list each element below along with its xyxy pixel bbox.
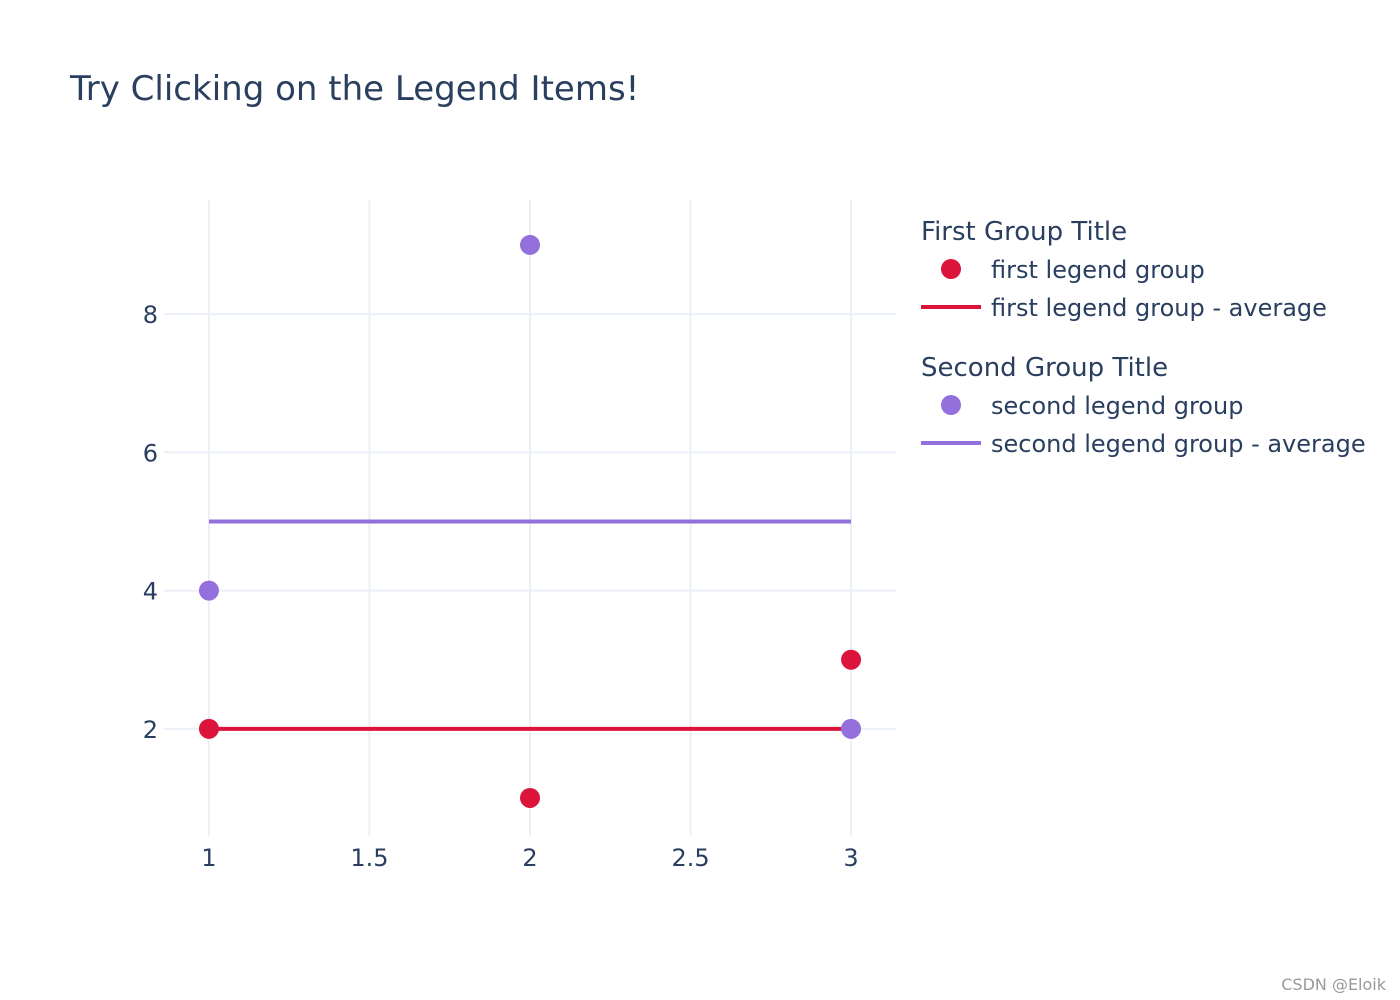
legend-item-label: first legend group - average: [991, 294, 1327, 322]
legend-group-title: First Group Title: [921, 217, 1127, 247]
y-axis-ticks: 2 4 6 8: [143, 301, 158, 744]
x-tick-label: 1.5: [350, 844, 388, 872]
x-tick-label: 2.5: [671, 844, 709, 872]
legend-item[interactable]: second legend group: [941, 392, 1243, 420]
y-tick-label: 8: [143, 301, 158, 329]
x-axis-ticks: 1 1.5 2 2.5 3: [201, 844, 858, 872]
data-point[interactable]: [520, 234, 540, 255]
data-point[interactable]: [841, 718, 862, 739]
series-lines: [208, 519, 852, 731]
x-tick-label: 1: [201, 844, 216, 872]
legend-item-label: second legend group - average: [991, 430, 1366, 458]
chart-title: Try Clicking on the Legend Items!: [69, 69, 639, 109]
legend-group-title: Second Group Title: [921, 353, 1168, 383]
series-points: [198, 234, 862, 808]
legend-marker-circle: [941, 259, 961, 279]
data-point[interactable]: [198, 580, 219, 601]
x-tick-label: 3: [843, 844, 858, 872]
y-tick-label: 2: [143, 716, 158, 744]
legend-item-label: second legend group: [991, 392, 1243, 420]
watermark: CSDN @Eloik: [1281, 975, 1386, 994]
data-point[interactable]: [520, 787, 540, 808]
legend-item[interactable]: first legend group - average: [921, 294, 1327, 322]
x-tick-label: 2: [522, 844, 537, 872]
data-point[interactable]: [841, 649, 862, 670]
y-tick-label: 4: [143, 578, 158, 606]
legend: First Group Title first legend group first…: [921, 217, 1366, 458]
legend-marker-circle: [941, 395, 961, 415]
y-tick-label: 6: [143, 439, 158, 467]
legend-item-label: first legend group: [991, 256, 1205, 284]
data-point[interactable]: [198, 718, 219, 739]
legend-item[interactable]: second legend group - average: [921, 430, 1366, 458]
grid-layer: [164, 200, 896, 836]
legend-item[interactable]: first legend group: [941, 256, 1205, 284]
